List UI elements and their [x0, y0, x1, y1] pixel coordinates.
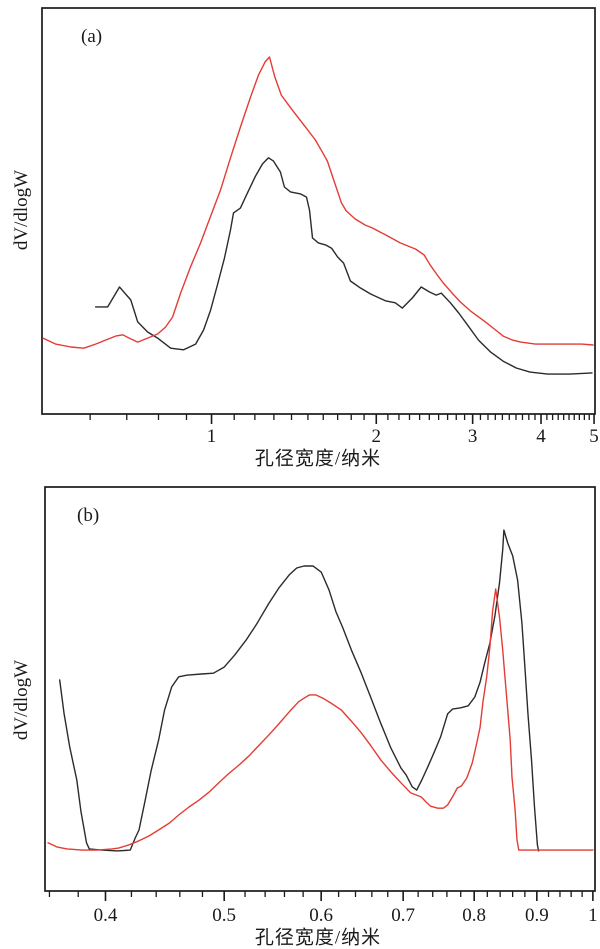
panel-a-red-curve: [42, 56, 594, 349]
panel-a-plot-frame: [41, 7, 596, 415]
panel-b-x-tick-label: 0.5: [212, 905, 236, 926]
panel-b-x-tick-label: 1: [588, 905, 598, 926]
panel-b-plot-frame: [44, 486, 596, 892]
x-axis-title-panel-a: 孔径宽度/纳米: [254, 448, 382, 470]
panel-b-x-tick-label: 0.8: [462, 905, 486, 926]
panel-b-black-curve: [59, 529, 540, 852]
y-axis-title-panel-b: dV/dlogW: [11, 659, 32, 741]
panel-a-black-curve: [94, 157, 593, 375]
x-axis-title-panel-b: 孔径宽度/纳米: [254, 927, 382, 949]
panel-a-label: (a): [81, 26, 103, 47]
panel-b-x-tick-label: 0.7: [391, 905, 415, 926]
panel-a-x-tick-label: 1: [207, 426, 217, 447]
y-axis-title-panel-a: dV/dlogW: [11, 169, 32, 251]
panel-a-x-tick-label: 4: [536, 426, 546, 447]
panel-a-x-tick-label: 2: [372, 426, 382, 447]
panel-b-x-tick-label: 0.9: [525, 905, 549, 926]
panel-b-x-tick-label: 0.6: [309, 905, 333, 926]
panel-b-red-curve: [47, 588, 594, 851]
panel-a-x-tick-label: 5: [589, 426, 599, 447]
panel-a-x-tick-label: 3: [468, 426, 478, 447]
panel-b-x-tick-label: 0.4: [94, 905, 118, 926]
panel-b-label: (b): [77, 505, 100, 526]
